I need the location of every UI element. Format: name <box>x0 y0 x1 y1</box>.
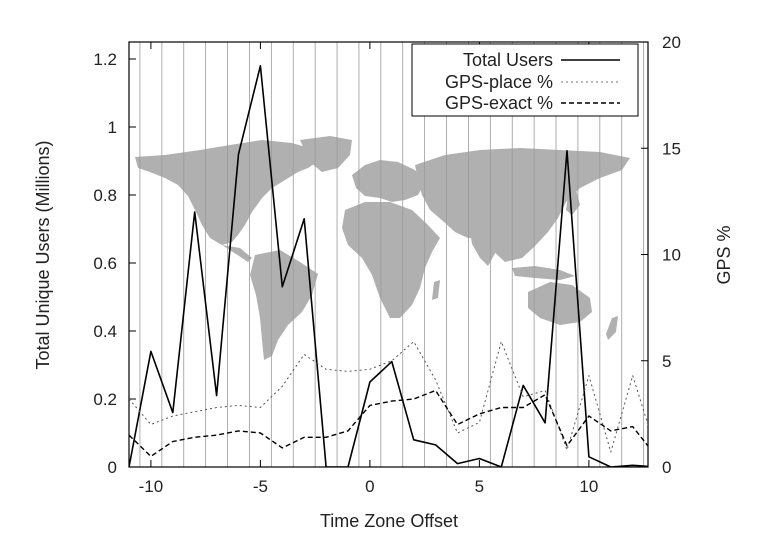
india-shape <box>470 232 498 266</box>
x-axis-label: Time Zone Offset <box>320 511 458 531</box>
x-tick-label: 10 <box>579 477 598 496</box>
y-right-tick-label: 15 <box>662 139 681 158</box>
indonesia-shape <box>512 266 575 280</box>
y-left-tick-label: 0.4 <box>93 322 117 341</box>
x-tick-label: -5 <box>253 477 268 496</box>
australia-shape <box>528 282 592 325</box>
vertical-gridlines <box>139 42 645 467</box>
central-america-shape <box>222 245 252 262</box>
y-right-tick-label: 5 <box>662 352 671 371</box>
y-right-tick-label: 0 <box>662 458 671 477</box>
x-tick-label: 0 <box>365 477 374 496</box>
y-left-tick-label: 1.2 <box>93 50 117 69</box>
x-tick-label: -10 <box>139 477 164 496</box>
y-left-tick-label: 0.6 <box>93 254 117 273</box>
greenland-shape <box>300 136 352 172</box>
south-america-shape <box>250 250 318 360</box>
africa-shape <box>342 202 440 318</box>
new-zealand-shape <box>606 316 618 340</box>
y-left-tick-label: 0.8 <box>93 186 117 205</box>
legend: Total Users GPS-place % GPS-exact % <box>411 43 639 117</box>
madagascar-shape <box>432 280 440 300</box>
y-right-tick-label: 20 <box>662 33 681 52</box>
series-line-gps-exact <box>129 389 648 458</box>
y-right-tick-label: 10 <box>662 246 681 265</box>
legend-box <box>411 43 639 117</box>
series-line-gps-place <box>129 341 648 453</box>
legend-label-gps-place: GPS-place % <box>445 72 553 92</box>
y-axis-left-label: Total Unique Users (Millions) <box>33 140 53 369</box>
axis-ticks: -10 -5 0 5 10 0 0.2 0.4 0.6 0.8 1 1.2 0 5 10 15 20 <box>93 33 681 496</box>
y-axis-right-label: GPS % <box>714 225 734 284</box>
asia-shape <box>415 148 630 262</box>
x-tick-label: 5 <box>475 477 484 496</box>
legend-label-gps-exact: GPS-exact % <box>445 93 553 113</box>
series-line-total-users <box>129 65 648 467</box>
europe-shape <box>352 160 425 202</box>
legend-label-total-users: Total Users <box>463 50 553 70</box>
y-left-tick-label: 1 <box>108 118 117 137</box>
y-left-tick-label: 0.2 <box>93 390 117 409</box>
y-left-tick-label: 0 <box>108 458 117 477</box>
series-lines <box>129 65 648 467</box>
